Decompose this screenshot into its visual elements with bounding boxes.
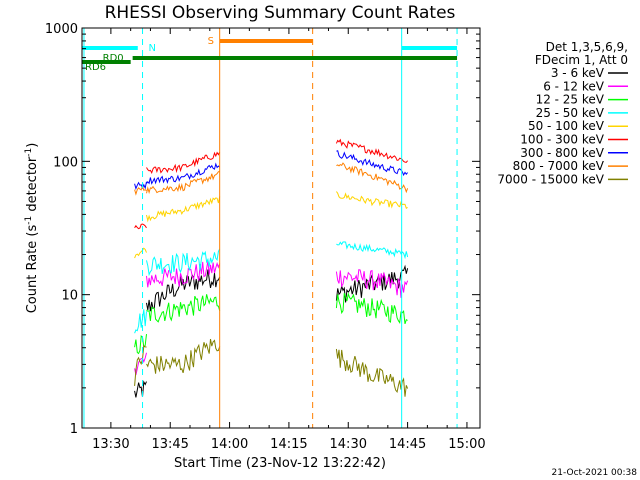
night-label: N <box>149 43 156 54</box>
legend-label: 800 - 7000 keV <box>513 159 605 173</box>
legend-label: 7000 - 15000 keV <box>497 172 604 186</box>
y-tick-label: 100 <box>53 155 78 170</box>
x-axis: 13:30 13:45 14:00 14:15 14:30 14:45 15:00 <box>92 28 486 452</box>
series-line <box>134 162 409 196</box>
legend-label: 3 - 6 keV <box>551 66 605 80</box>
y-label-end: ) <box>25 143 40 148</box>
series-layer <box>134 138 409 398</box>
saa-label: S <box>208 36 214 47</box>
series-line <box>134 191 408 259</box>
rd0-label: RD0 <box>103 53 124 64</box>
y-label-sup1: -1 <box>24 216 34 225</box>
x-axis-label: Start Time (23-Nov-12 13:22:42) <box>174 456 386 471</box>
y-label-sup2: -1 <box>24 148 34 157</box>
y-label-mid: detector <box>25 156 40 216</box>
y-tick-label: 10 <box>61 289 78 304</box>
legend-label: 6 - 12 keV <box>543 79 605 93</box>
x-tick-label: 14:00 <box>211 437 248 452</box>
legend-label: 25 - 50 keV <box>536 106 605 120</box>
y-tick-label: 1000 <box>45 22 78 37</box>
annotation-layer <box>82 28 458 428</box>
y-axis-label: Count Rate (s-1 detector-1) <box>24 143 40 314</box>
series-line <box>134 138 408 230</box>
series-line <box>134 260 409 376</box>
x-tick-label: 13:30 <box>92 437 129 452</box>
legend: Det 1,3,5,6,9, FDecim 1, Att 0 3 - 6 keV… <box>497 40 628 186</box>
y-label-main: Count Rate (s <box>25 225 40 314</box>
legend-label: 300 - 800 keV <box>520 146 604 160</box>
x-tick-label: 14:15 <box>270 437 307 452</box>
chart-title: RHESSI Observing Summary Count Rates <box>105 3 456 23</box>
series-line <box>134 339 409 397</box>
legend-header-2: FDecim 1, Att 0 <box>535 53 628 67</box>
series-line <box>134 292 408 355</box>
plot-frame <box>81 27 481 429</box>
legend-label: 50 - 100 keV <box>528 119 605 133</box>
x-tick-label: 14:30 <box>330 437 367 452</box>
y-axis: 1 10 100 1000 <box>45 22 480 437</box>
series-line <box>134 150 408 191</box>
series-line <box>134 241 409 334</box>
legend-header-1: Det 1,3,5,6,9, <box>546 40 628 54</box>
rd6-label: RD6 <box>85 62 106 73</box>
y-tick-label: 1 <box>70 422 78 437</box>
footer-date: 21-Oct-2021 00:38 <box>552 468 638 478</box>
legend-label: 12 - 25 keV <box>536 93 605 107</box>
x-tick-label: 13:45 <box>151 437 188 452</box>
x-tick-label: 15:00 <box>448 437 485 452</box>
x-tick-label: 14:45 <box>389 437 426 452</box>
legend-label: 100 - 300 keV <box>520 133 604 147</box>
